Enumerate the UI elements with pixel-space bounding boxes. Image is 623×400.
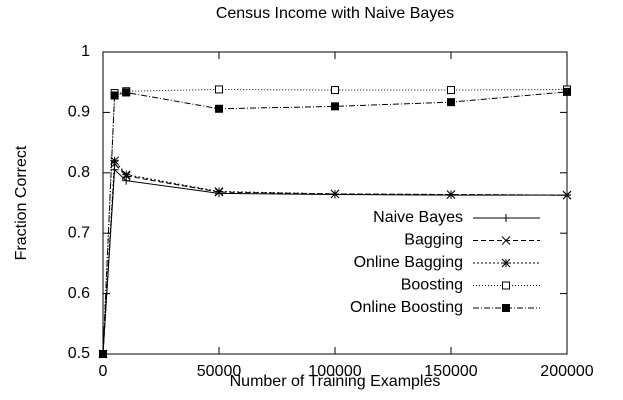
x-tick-label: 0 [99,363,108,380]
marker [110,91,119,100]
y-axis-label: Fraction Correct [13,145,30,260]
marker [447,98,455,107]
y-tick-label: 0.9 [68,104,90,121]
legend-marker [502,281,510,290]
series-line [102,159,568,355]
plot-frame [102,51,568,355]
legend-label: Naive Bayes [373,209,463,226]
series-line [102,91,568,355]
marker [331,86,339,95]
marker [121,170,131,179]
marker [562,190,572,200]
legend-label: Online Bagging [354,254,463,271]
marker [330,189,340,199]
chart-title: Census Income with Naive Bayes [216,5,454,22]
marker [122,88,131,97]
x-tick-label: 50000 [197,363,242,380]
legend-label: Online Boosting [350,299,463,316]
x-axis-label: Number of Training Examples [230,373,441,390]
y-tick-label: 0.6 [68,285,90,302]
legend-marker [502,214,510,222]
legend-marker [501,236,511,245]
x-tick-label: 200000 [540,363,593,380]
marker [331,102,339,111]
y-tick-label: 0.5 [68,345,90,362]
marker [215,85,223,94]
y-tick-label: 0.7 [68,224,90,241]
x-tick-label: 100000 [308,363,361,380]
series-line [102,88,568,355]
marker [446,190,456,199]
legend-marker [501,258,511,268]
marker [215,104,223,113]
marker [214,187,224,196]
marker [110,156,119,166]
legend-label: Bagging [404,232,463,249]
x-tick-label: 150000 [424,363,477,380]
y-tick-label: 1 [81,43,90,60]
marker [99,350,107,358]
y-tick-label: 0.8 [68,164,90,181]
marker [563,87,571,96]
legend-marker [502,304,510,312]
legend-label: Boosting [401,277,463,294]
marker [447,86,455,95]
